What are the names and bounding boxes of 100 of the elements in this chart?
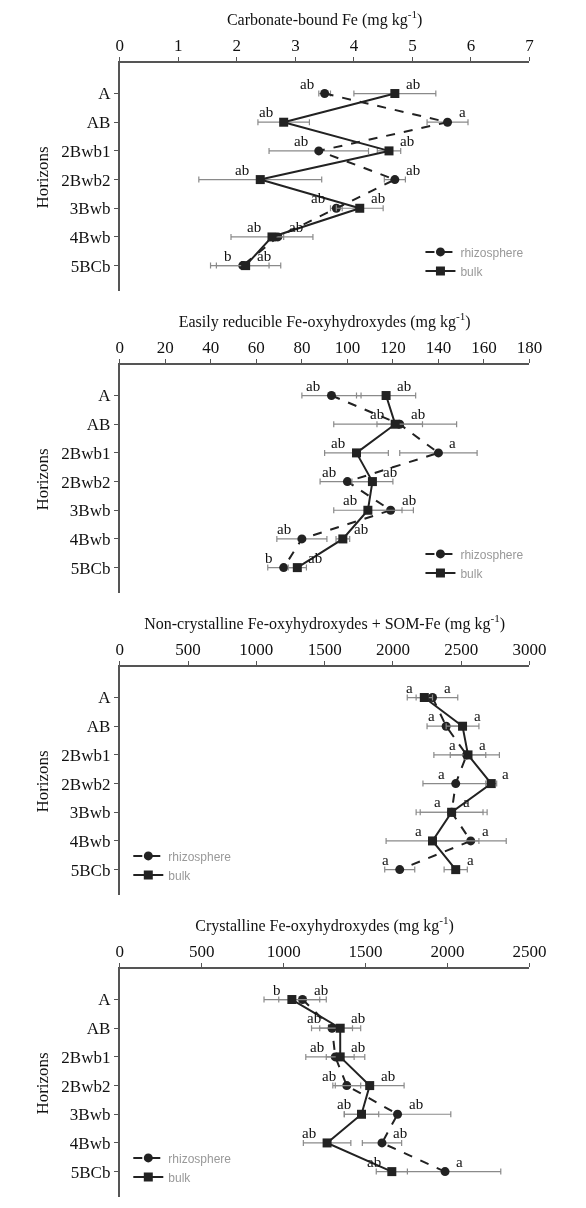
y-tick-label: 4Bwb <box>69 1133 111 1153</box>
data-label: ab <box>397 378 412 394</box>
data-label: ab <box>300 76 315 92</box>
x-tick-label: 1000 <box>266 941 301 961</box>
y-tick-label: 2Bwb1 <box>61 745 111 765</box>
x-tick-label: 2000 <box>375 639 410 659</box>
legend-label: rhizosphere <box>168 1151 232 1166</box>
y-tick-label: 2Bwb1 <box>61 1047 111 1067</box>
x-tick-label: 0 <box>115 941 125 961</box>
point <box>390 419 400 429</box>
x-tick-label: 500 <box>175 639 201 659</box>
legend-label: bulk <box>168 868 192 883</box>
data-label: a <box>438 766 445 782</box>
x-tick-label: 1 <box>174 35 183 55</box>
y-tick-label: A <box>98 386 112 406</box>
y-tick-label: 5BCb <box>70 860 111 880</box>
data-label: ab <box>259 104 274 120</box>
point <box>355 203 365 213</box>
y-tick-label: AB <box>86 415 111 435</box>
x-tick-label: 60 <box>247 337 265 357</box>
x-axis-title: Carbonate-bound Fe (mg kg$^{-1}$) <box>226 8 423 30</box>
point <box>451 865 461 875</box>
data-label: a <box>406 680 413 696</box>
point <box>326 391 336 401</box>
point <box>395 865 405 875</box>
y-tick-label: AB <box>86 717 111 737</box>
data-label: b <box>273 982 281 998</box>
x-tick-label: 7 <box>525 35 535 55</box>
x-axis-title: Crystalline Fe-oxyhydroxydes (mg kg$^{-1}$) <box>195 914 454 936</box>
x-tick-label: 3 <box>291 35 300 55</box>
legend-label: bulk <box>168 1170 192 1185</box>
x-tick-label: 0 <box>115 35 125 55</box>
point <box>443 117 453 127</box>
x-tick-label: 20 <box>156 337 174 357</box>
point <box>381 391 391 401</box>
data-label: ab <box>235 162 250 178</box>
x-tick-label: 40 <box>202 337 220 357</box>
data-label: ab <box>247 219 262 235</box>
y-tick-label: 3Bwb <box>69 803 111 823</box>
y-tick-label: 2Bwb2 <box>61 1076 111 1096</box>
data-label: a <box>482 823 489 839</box>
y-tick-label: 2Bwb1 <box>61 141 111 161</box>
data-label: a <box>444 680 451 696</box>
y-tick-label: 5BCb <box>70 1162 111 1182</box>
x-tick-label: 140 <box>425 337 452 357</box>
data-label: ab <box>331 435 346 451</box>
x-tick-label: 0 <box>115 337 125 357</box>
data-label: b <box>224 248 232 264</box>
data-label: ab <box>383 464 398 480</box>
y-tick-label: 4Bwb <box>69 227 111 247</box>
point <box>458 721 468 731</box>
data-label: a <box>434 794 441 810</box>
data-label: a <box>449 435 456 451</box>
data-label: ab <box>310 1039 325 1055</box>
x-tick-label: 3000 <box>512 639 547 659</box>
data-label: ab <box>343 492 358 508</box>
legend-label: bulk <box>460 264 484 279</box>
y-tick-label: 3Bwb <box>69 1105 111 1125</box>
point <box>255 175 265 185</box>
point <box>297 534 307 544</box>
point <box>357 1109 366 1119</box>
point <box>390 175 400 185</box>
y-axis-title: Horizons <box>33 146 53 209</box>
y-tick-label: 5BCb <box>70 558 111 578</box>
y-tick-label: 4Bwb <box>69 831 111 851</box>
data-label: ab <box>307 1010 322 1026</box>
x-tick-label: 5 <box>408 35 417 55</box>
data-label: a <box>474 708 481 724</box>
y-tick-label: 2Bwb2 <box>61 774 111 794</box>
x-tick-label: 180 <box>516 337 543 357</box>
point <box>292 563 302 573</box>
data-label: a <box>449 737 456 753</box>
data-label: ab <box>337 1096 352 1112</box>
data-label: a <box>467 852 474 868</box>
y-tick-label: 2Bwb2 <box>61 472 111 492</box>
point <box>387 1167 397 1177</box>
x-tick-label: 1500 <box>307 639 342 659</box>
legend-label: rhizosphere <box>168 849 232 864</box>
data-label: ab <box>381 1068 396 1084</box>
y-tick-label: 3Bwb <box>69 199 111 219</box>
data-label: ab <box>354 521 369 537</box>
point <box>447 807 457 817</box>
data-label: ab <box>294 133 309 149</box>
data-label: ab <box>393 1125 408 1141</box>
legend-label: rhizosphere <box>460 245 524 260</box>
x-axis-title: Easily reducible Fe-oxyhydroxydes (mg kg$^{-1}$) <box>178 310 471 332</box>
point <box>440 1167 450 1177</box>
data-label: ab <box>400 133 415 149</box>
data-label: ab <box>370 406 385 422</box>
point <box>393 1109 403 1119</box>
x-tick-label: 4 <box>349 35 359 55</box>
x-tick-label: 0 <box>115 639 125 659</box>
y-tick-label: A <box>98 84 112 104</box>
point <box>335 1023 345 1033</box>
point <box>390 89 400 99</box>
data-label: ab <box>322 1068 337 1084</box>
point <box>365 1081 375 1091</box>
y-tick-label: 2Bwb1 <box>61 443 111 463</box>
point <box>314 146 324 156</box>
point <box>351 448 361 458</box>
